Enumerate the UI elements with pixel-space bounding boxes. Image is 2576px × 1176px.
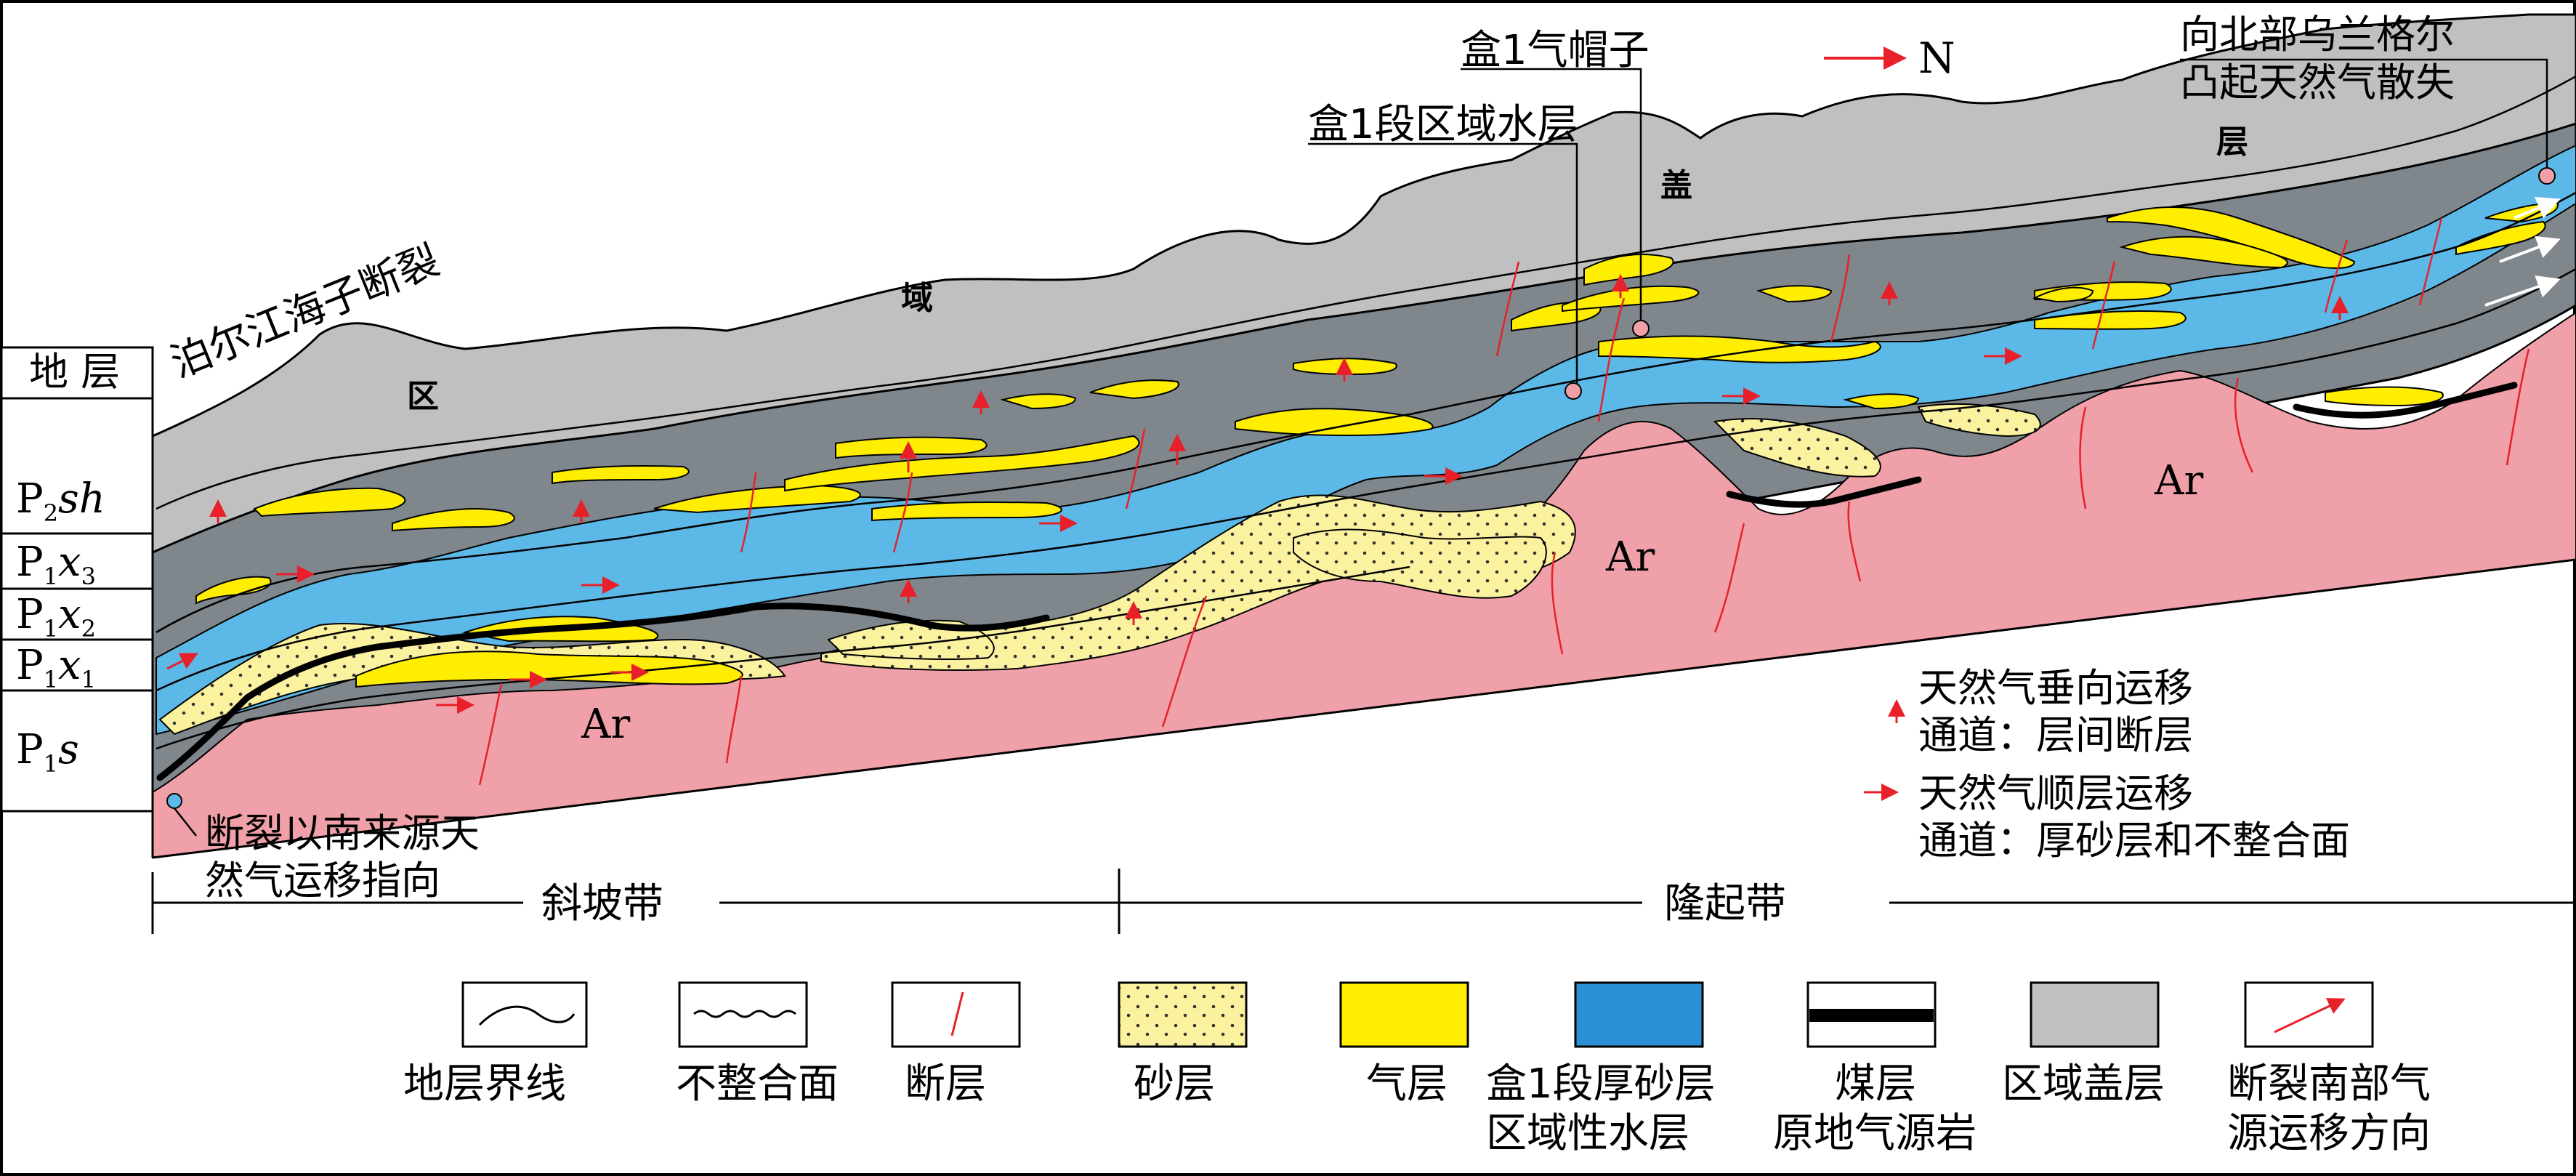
legend-label-coal-1: 煤层 (1835, 1060, 1916, 1108)
legend-label-south-2: 源运移方向 (2227, 1110, 2431, 1157)
stratum-p2sh: P2sh (16, 475, 105, 527)
escape-label-2: 凸起天然气散失 (2180, 60, 2455, 105)
zone-slope-label: 斜坡带 (541, 880, 663, 927)
vertical-migration-arrows (209, 274, 2349, 625)
legend-label-south-1: 断裂南部气 (2227, 1060, 2431, 1108)
ar-label-3: Ar (2154, 457, 2203, 504)
vertical-key-label-1: 天然气垂向运移 (1918, 665, 2193, 711)
legend-label-unconformity: 不整合面 (676, 1060, 839, 1108)
stratigraphic-column: 地 层 P2sh P1x3 P1x2 P1x1 P1s (0, 346, 154, 813)
north-label: N (1918, 33, 1955, 83)
legend-label-water-2: 区域性水层 (1486, 1110, 1689, 1157)
gas-cap-marker (1632, 320, 1650, 337)
migration-key: 天然气垂向运移 通道：层间断层 天然气顺层运移 通道：厚砂层和不整合面 (1864, 665, 2350, 863)
cap-label-2: 域 (901, 280, 933, 317)
legend-label-water-1: 盒1段厚砂层 (1486, 1060, 1716, 1108)
cap-label-4: 层 (2216, 124, 2248, 161)
legend-item-water: 盒1段厚砂层 区域性水层 (1486, 981, 1716, 1157)
ar-label-2: Ar (1605, 533, 1655, 581)
legend-label-cap: 区域盖层 (2002, 1060, 2165, 1108)
cap-label-3: 盖 (1660, 167, 1692, 204)
vertical-key-label-2: 通道：层间断层 (1918, 712, 2193, 758)
south-source-label-2: 然气运移指向 (205, 858, 440, 903)
stratum-p1x3: P1x3 (16, 539, 96, 590)
legend: 地层界线 不整合面 断层 砂层 气层 盒1段厚砂层 区域性水层 (403, 981, 2431, 1157)
cross-section-body: Ar Ar Ar 区 域 盖 层 (151, 13, 2576, 859)
zone-scale (151, 869, 2576, 934)
legend-item-unconformity: 不整合面 (676, 981, 839, 1108)
legend-label-sand: 砂层 (1134, 1060, 1215, 1108)
lateral-key-label-1: 天然气顺层运移 (1918, 770, 2193, 816)
water-layer-label: 盒1段区域水层 (1308, 101, 1578, 148)
escape-marker (2538, 167, 2556, 185)
lateral-key-label-2: 通道：厚砂层和不整合面 (1918, 818, 2350, 863)
legend-label-gas: 气层 (1366, 1060, 1448, 1108)
escape-label-1: 向北部乌兰格尔 (2180, 12, 2455, 57)
leader-lines (174, 58, 2548, 837)
escape-arrows (2484, 197, 2561, 307)
south-source-label-1: 断裂以南来源天 (205, 810, 480, 856)
gas-cap-label: 盒1气帽子 (1461, 27, 1650, 74)
legend-item-sand: 砂层 (1118, 981, 1248, 1108)
legend-item-boundary: 地层界线 (403, 981, 588, 1108)
south-source-marker (166, 793, 182, 809)
legend-item-fault: 断层 (891, 981, 1021, 1108)
north-arrow: N (1824, 33, 1955, 83)
zone-uplift-label: 隆起带 (1664, 880, 1786, 927)
legend-label-coal-2: 原地气源岩 (1773, 1110, 1977, 1157)
stratum-p1x2: P1x2 (16, 591, 96, 643)
water-layer-marker (1564, 382, 1582, 400)
coal-seams (156, 382, 2518, 781)
section-base-line (152, 558, 2576, 859)
ar-label-1: Ar (581, 701, 630, 748)
legend-label-boundary: 地层界线 (403, 1060, 566, 1108)
strata-header: 地 层 (29, 349, 120, 395)
legend-item-cap: 区域盖层 (2002, 981, 2165, 1108)
stratum-p1s: P1s (16, 726, 79, 778)
stratum-boundaries (156, 75, 2576, 750)
cap-label-1: 区 (407, 378, 439, 415)
fault-lines (478, 217, 2530, 786)
stratum-p1x1: P1x1 (16, 642, 96, 693)
legend-item-gas: 气层 (1339, 981, 1469, 1108)
legend-item-coal: 煤层 原地气源岩 (1773, 981, 1977, 1157)
legend-label-fault: 断层 (905, 1060, 986, 1108)
lateral-migration-arrows (166, 347, 2022, 714)
legend-item-south: 断裂南部气 源运移方向 (2227, 981, 2431, 1157)
